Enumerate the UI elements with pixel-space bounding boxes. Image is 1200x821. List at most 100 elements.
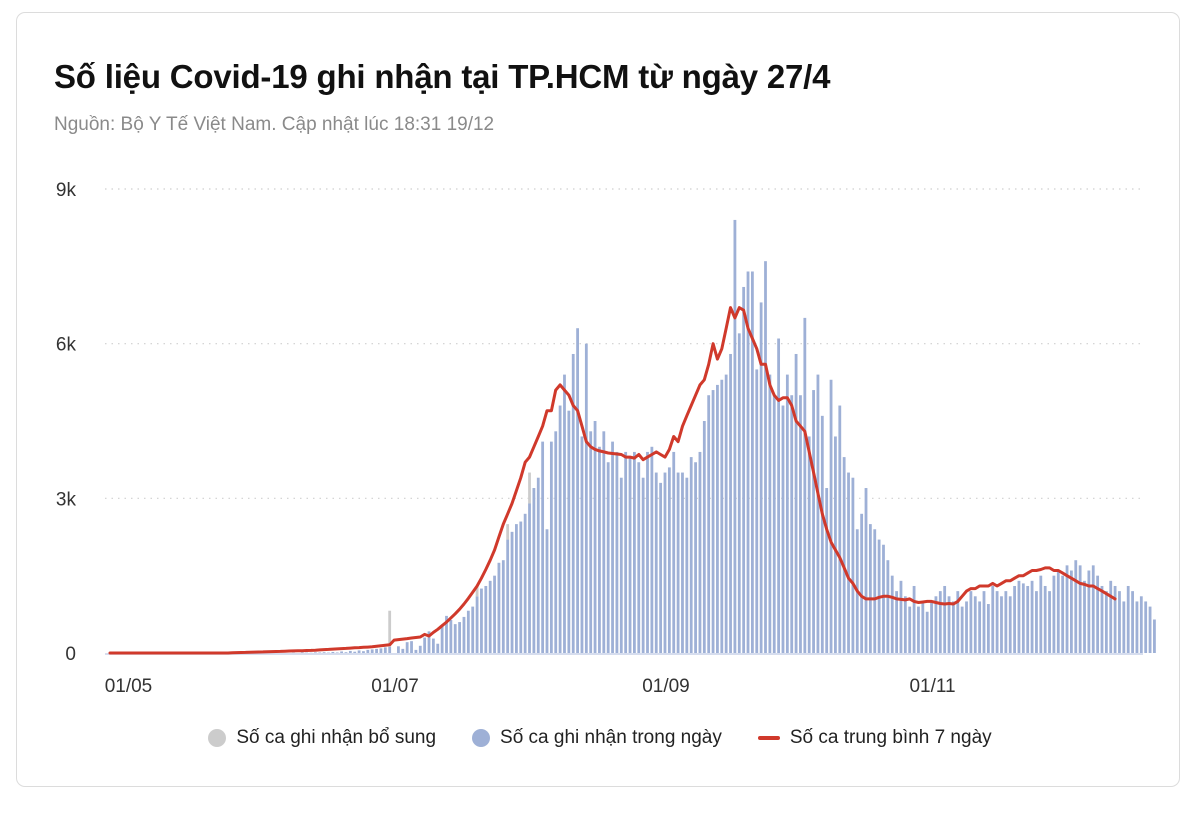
daily-bar [930, 601, 933, 653]
chart-card [16, 12, 1180, 787]
daily-bar [868, 524, 872, 653]
daily-bar [501, 560, 505, 653]
daily-bar [995, 591, 999, 653]
daily-bar [558, 405, 562, 653]
daily-bar [1126, 585, 1130, 653]
daily-bar [1004, 591, 1008, 653]
legend-item-daily[interactable]: Số ca ghi nhận trong ngày [472, 727, 722, 749]
daily-bar [366, 649, 370, 653]
daily-bar [475, 596, 479, 653]
supplementary-bar [506, 524, 510, 540]
x-tick-label: 01/11 [909, 676, 955, 697]
daily-bar [1052, 575, 1056, 653]
daily-bar [348, 650, 352, 653]
daily-bar [357, 650, 361, 653]
daily-bar [1078, 565, 1082, 653]
daily-bar [720, 379, 724, 653]
daily-bar [912, 585, 916, 653]
daily-bar [886, 560, 890, 653]
daily-bar [672, 451, 676, 653]
legend-label: Số ca ghi nhận bổ sung [236, 727, 437, 748]
legend-dot-blue-icon [472, 729, 491, 747]
daily-bar [1061, 575, 1065, 653]
daily-bar [663, 472, 667, 653]
y-tick-label: 3k [56, 489, 77, 510]
daily-bar [829, 379, 833, 653]
daily-bar [515, 524, 518, 653]
daily-bar [379, 648, 383, 653]
daily-bar [541, 441, 545, 653]
daily-bar [453, 624, 457, 653]
daily-bar [497, 562, 501, 653]
daily-bar [1148, 606, 1152, 653]
daily-bar [427, 631, 431, 653]
daily-bar [471, 606, 475, 653]
daily-bar [681, 472, 684, 653]
legend-item-average[interactable]: Số ca trung bình 7 ngày [757, 727, 992, 749]
daily-bar [611, 441, 614, 653]
daily-bar [615, 451, 619, 653]
daily-bar [746, 271, 750, 653]
daily-bar [908, 606, 912, 653]
daily-bar [1135, 601, 1139, 653]
daily-bar [1109, 580, 1113, 653]
daily-bar [1000, 596, 1003, 653]
daily-bar [493, 575, 496, 653]
daily-bar [873, 529, 877, 653]
daily-bar [445, 615, 448, 653]
daily-bar [777, 338, 781, 653]
legend-item-supplementary[interactable]: Số ca ghi nhận bổ sung [208, 727, 436, 749]
daily-bar [488, 580, 492, 653]
daily-bar [750, 271, 754, 653]
daily-bar [834, 436, 837, 653]
daily-bar [335, 652, 339, 653]
daily-bar [659, 482, 663, 653]
legend-line-red-icon [757, 736, 780, 740]
daily-bar [733, 219, 737, 653]
daily-bar [1144, 601, 1148, 653]
x-tick-label: 01/07 [371, 676, 419, 697]
daily-bar [676, 472, 680, 653]
daily-bar [598, 446, 601, 653]
daily-bar [388, 646, 392, 653]
seven-day-average-line [108, 306, 1117, 655]
daily-bar [405, 642, 409, 653]
daily-bar [571, 353, 575, 653]
daily-bar [925, 611, 929, 653]
supplementary-bar [475, 585, 479, 597]
daily-bar [462, 616, 466, 653]
daily-bar [322, 652, 326, 653]
daily-bar [528, 503, 531, 653]
daily-bar [1100, 585, 1104, 653]
daily-bar [506, 539, 510, 653]
daily-bar [917, 606, 920, 653]
daily-bar [882, 544, 885, 653]
daily-bar [978, 601, 982, 653]
daily-bar [1087, 570, 1091, 653]
daily-bar [781, 405, 785, 653]
daily-bar [982, 591, 986, 653]
chart-title: Số liệu Covid-19 ghi nhận tại TP.HCM từ … [54, 58, 831, 95]
daily-bar [633, 451, 636, 653]
daily-bar [991, 585, 995, 653]
daily-bar [1026, 585, 1030, 653]
daily-bar [1030, 580, 1034, 653]
daily-bar [890, 575, 894, 653]
daily-bar [825, 488, 829, 653]
daily-bar [790, 395, 794, 653]
daily-bar [807, 436, 811, 653]
daily-bar [410, 641, 413, 653]
daily-bar [903, 596, 907, 653]
daily-bar [567, 410, 571, 653]
daily-bar [440, 626, 444, 653]
daily-bar [458, 622, 461, 653]
daily-bar [344, 652, 348, 653]
daily-bar [418, 645, 422, 653]
daily-bar [563, 374, 566, 653]
supplementary-bar [388, 610, 392, 647]
daily-bar [383, 647, 387, 653]
daily-bar [523, 513, 527, 653]
daily-bar [536, 477, 540, 653]
daily-bar [956, 591, 960, 653]
daily-bar [300, 652, 304, 653]
